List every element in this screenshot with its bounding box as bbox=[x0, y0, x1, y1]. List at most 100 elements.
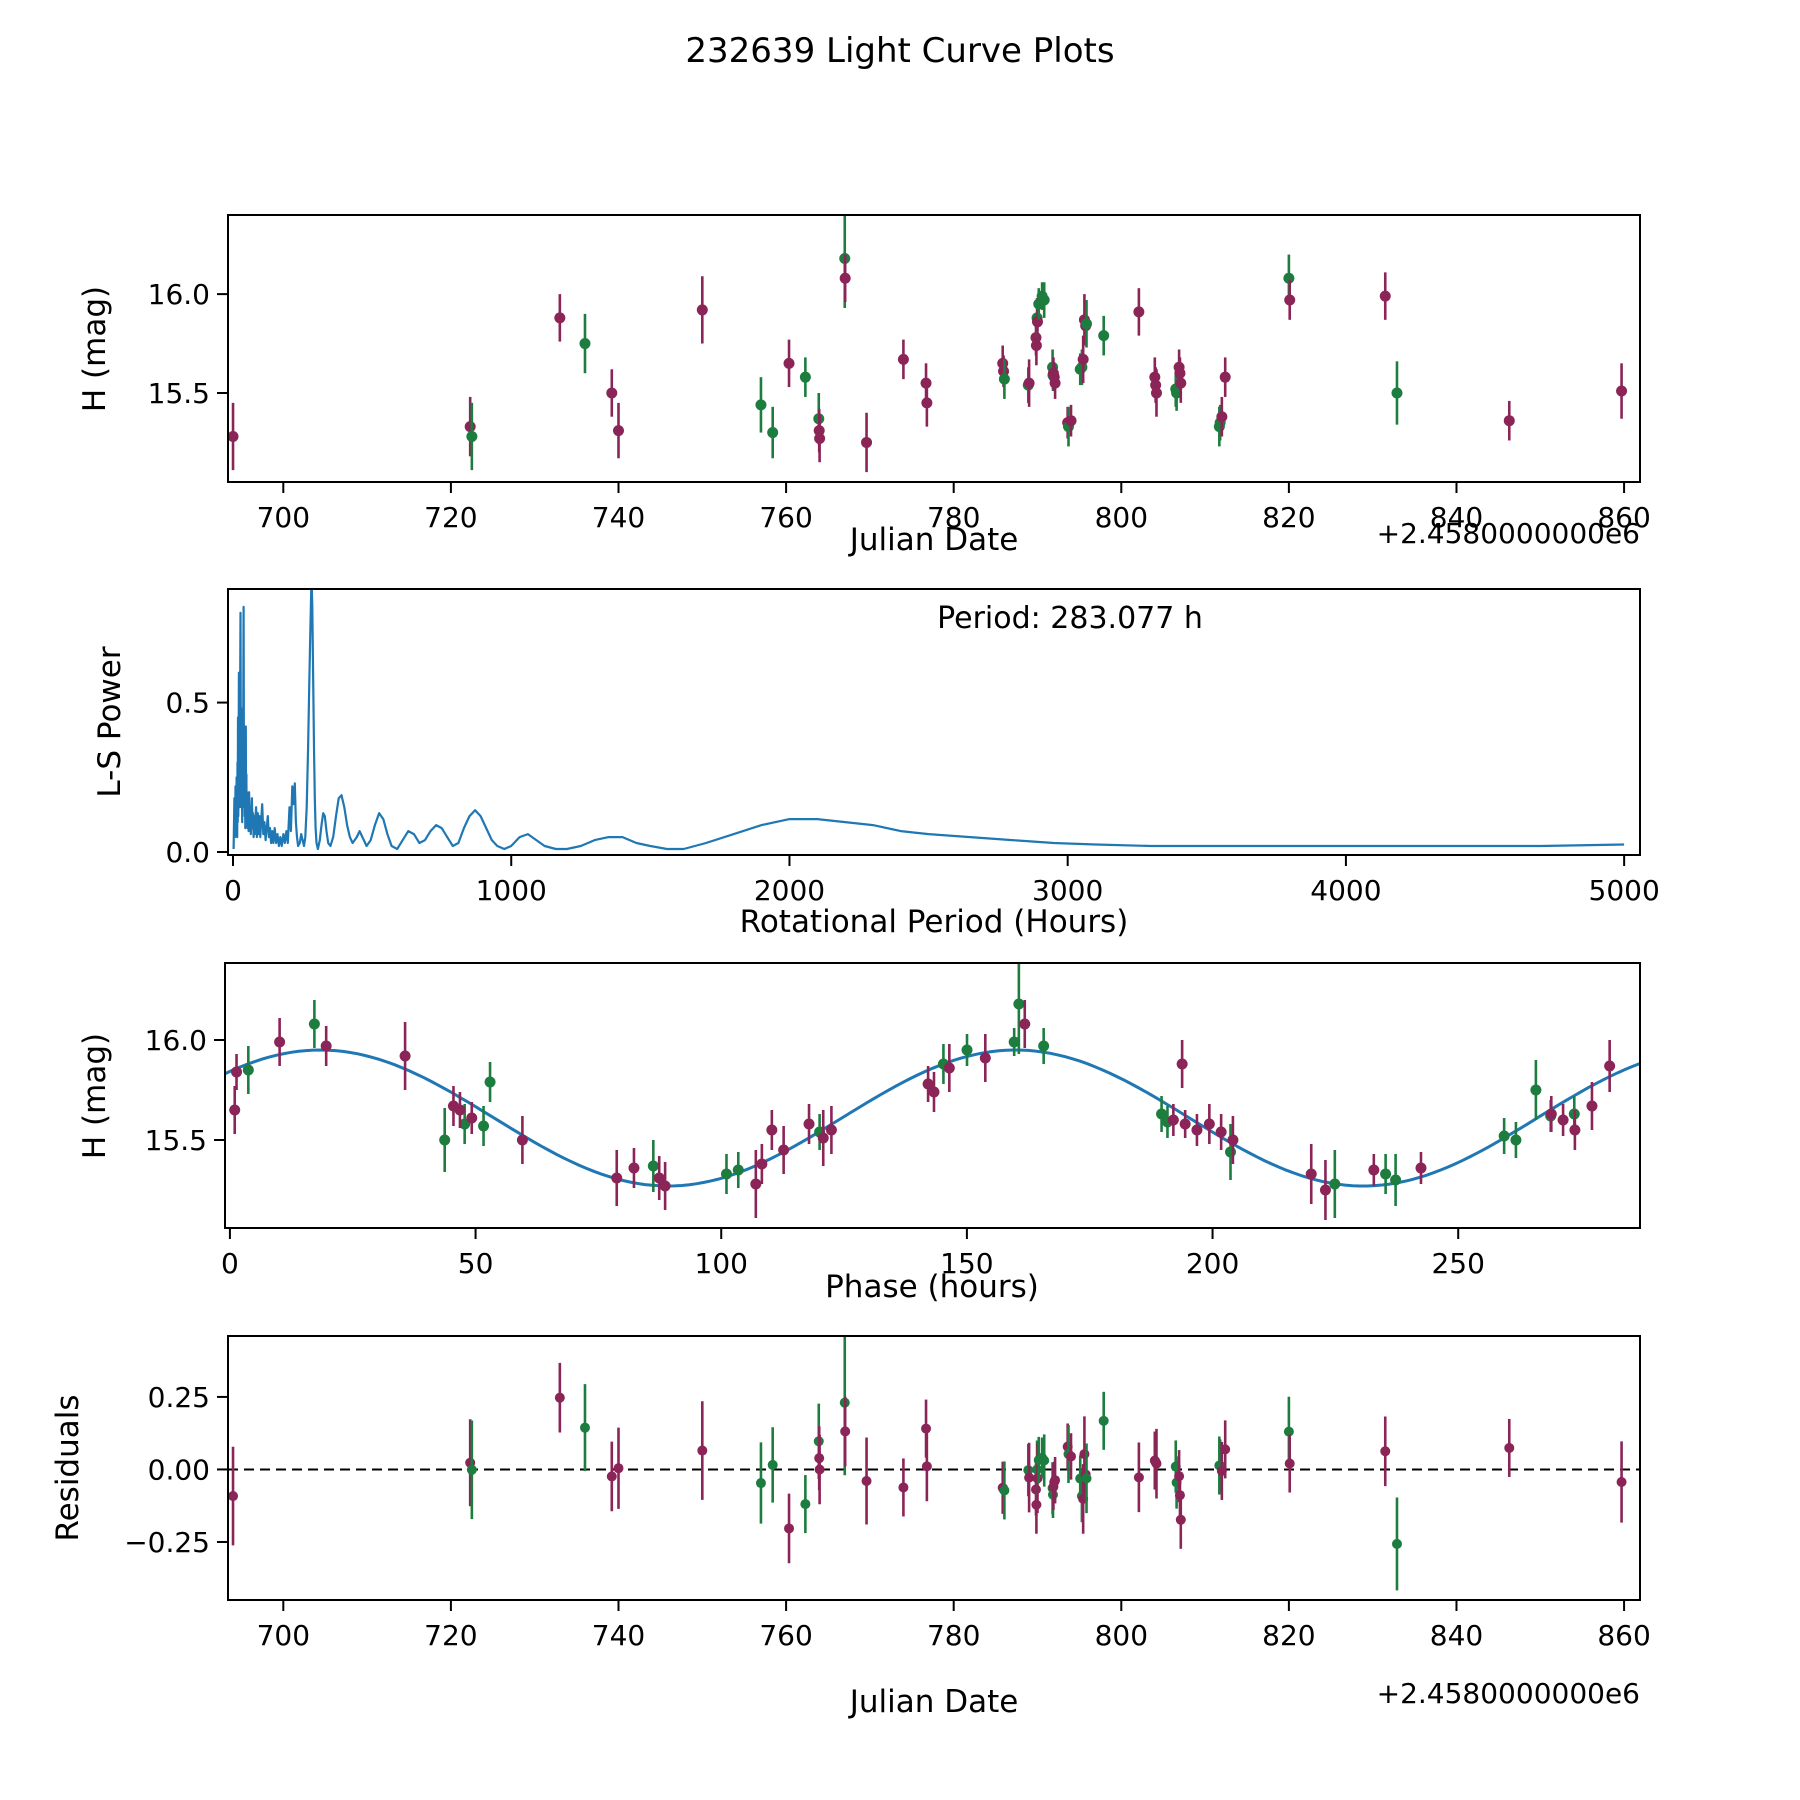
data-point bbox=[922, 1078, 934, 1090]
data-point bbox=[1503, 415, 1515, 427]
data-point bbox=[242, 1064, 254, 1076]
lightcurve-panel-frame bbox=[227, 214, 1641, 483]
data-point bbox=[613, 1463, 624, 1474]
y-tick-label: 0.5 bbox=[165, 687, 210, 720]
data-point bbox=[814, 1464, 825, 1475]
data-point bbox=[799, 371, 811, 383]
x-tick-label: 760 bbox=[759, 501, 812, 534]
sinusoid-fit-curve bbox=[225, 1048, 1640, 1188]
data-point bbox=[1283, 1426, 1294, 1437]
data-point bbox=[817, 1132, 829, 1144]
lightcurve-x-axis-offset: +2.4580000000e6 bbox=[1377, 517, 1640, 550]
data-point bbox=[399, 1050, 411, 1062]
y-tick-label: −0.25 bbox=[124, 1526, 210, 1559]
data-point bbox=[756, 1158, 768, 1170]
data-point bbox=[783, 357, 795, 369]
data-point bbox=[1380, 1168, 1392, 1180]
data-point bbox=[1510, 1134, 1522, 1146]
data-point bbox=[767, 1459, 778, 1470]
data-point bbox=[750, 1178, 762, 1190]
data-point bbox=[767, 427, 779, 439]
data-point bbox=[1415, 1162, 1427, 1174]
data-point bbox=[229, 1104, 241, 1116]
y-tick-label: 15.5 bbox=[145, 1124, 207, 1157]
data-point bbox=[861, 436, 873, 448]
phase-y-axis-label: H (mag) bbox=[77, 1033, 113, 1159]
data-point bbox=[1220, 1444, 1231, 1455]
data-point bbox=[1380, 1446, 1391, 1457]
x-tick-label: 800 bbox=[1095, 1619, 1148, 1652]
data-point bbox=[1219, 371, 1231, 383]
data-point bbox=[1038, 1040, 1050, 1052]
data-point bbox=[1065, 415, 1077, 427]
data-point bbox=[466, 431, 478, 443]
x-tick-label: 780 bbox=[927, 501, 980, 534]
data-point bbox=[1019, 1018, 1031, 1030]
data-point bbox=[803, 1118, 815, 1130]
x-tick-label: 700 bbox=[257, 1619, 310, 1652]
residuals-data-points bbox=[228, 1336, 1640, 1591]
data-point bbox=[1390, 1174, 1402, 1186]
data-point bbox=[454, 1104, 466, 1116]
data-point bbox=[1586, 1100, 1598, 1112]
data-point bbox=[861, 1475, 872, 1486]
data-point bbox=[943, 1062, 955, 1074]
data-point bbox=[1050, 1475, 1061, 1486]
data-point bbox=[1179, 1118, 1191, 1130]
y-tick-label: 16.0 bbox=[145, 1024, 207, 1057]
x-tick-label: 4000 bbox=[1310, 874, 1381, 907]
data-point bbox=[814, 432, 826, 444]
data-point bbox=[1329, 1178, 1341, 1190]
x-tick-label: 3000 bbox=[1032, 874, 1103, 907]
x-tick-label: 2000 bbox=[754, 874, 825, 907]
x-tick-label: 200 bbox=[1186, 1247, 1239, 1280]
lightcurve-y-axis-label: H (mag) bbox=[77, 286, 113, 412]
lightcurve-x-axis-label: Julian Date bbox=[848, 522, 1019, 558]
data-point bbox=[1077, 353, 1089, 365]
phase-x-axis-label: Phase (hours) bbox=[825, 1269, 1039, 1305]
data-point bbox=[231, 1066, 243, 1078]
data-point bbox=[1569, 1124, 1581, 1136]
lightcurve-axis-ticks: 700 720 740 760 780 800 820 840 860 16.0 15.5 bbox=[148, 278, 1651, 534]
x-tick-label: 740 bbox=[592, 1619, 645, 1652]
data-point bbox=[1504, 1442, 1515, 1453]
phase-panel-frame bbox=[224, 962, 1641, 1229]
data-point bbox=[1133, 1472, 1144, 1483]
x-tick-label: 840 bbox=[1430, 501, 1483, 534]
data-point bbox=[1176, 1058, 1188, 1070]
data-point bbox=[1171, 387, 1183, 399]
phase-axis-ticks: 0 50 100 150 200 250 16.0 15.5 bbox=[145, 1024, 1485, 1280]
data-point bbox=[466, 1464, 477, 1475]
x-tick-label: 250 bbox=[1431, 1247, 1484, 1280]
data-point bbox=[1225, 1146, 1237, 1158]
data-point bbox=[921, 397, 933, 409]
period-annotation: Period: 283.077 h bbox=[937, 601, 1203, 636]
data-point bbox=[308, 1018, 320, 1030]
x-tick-label: 860 bbox=[1597, 1619, 1650, 1652]
data-point bbox=[921, 1423, 932, 1434]
data-point bbox=[1284, 1458, 1295, 1469]
data-point bbox=[1167, 1114, 1179, 1126]
data-point bbox=[1498, 1130, 1510, 1142]
data-point bbox=[516, 1134, 528, 1146]
y-tick-label: 0.00 bbox=[148, 1453, 210, 1486]
data-point bbox=[732, 1164, 744, 1176]
data-point bbox=[961, 1044, 973, 1056]
data-point bbox=[274, 1036, 286, 1048]
periodogram-panel-frame bbox=[227, 588, 1641, 856]
data-point bbox=[1049, 377, 1061, 389]
data-point bbox=[1008, 1036, 1020, 1048]
data-point bbox=[1081, 318, 1093, 330]
data-point bbox=[897, 353, 909, 365]
y-tick-label: 0.25 bbox=[148, 1381, 210, 1414]
data-point bbox=[1391, 387, 1403, 399]
y-tick-label: 0.0 bbox=[165, 836, 210, 869]
data-point bbox=[1098, 330, 1110, 342]
data-point bbox=[466, 1112, 478, 1124]
data-point bbox=[1227, 1134, 1239, 1146]
data-point bbox=[778, 1144, 790, 1156]
data-point bbox=[1023, 377, 1035, 389]
data-point bbox=[928, 1086, 940, 1098]
data-point bbox=[998, 373, 1010, 385]
residuals-x-axis-offset: +2.4580000000e6 bbox=[1377, 1677, 1640, 1710]
